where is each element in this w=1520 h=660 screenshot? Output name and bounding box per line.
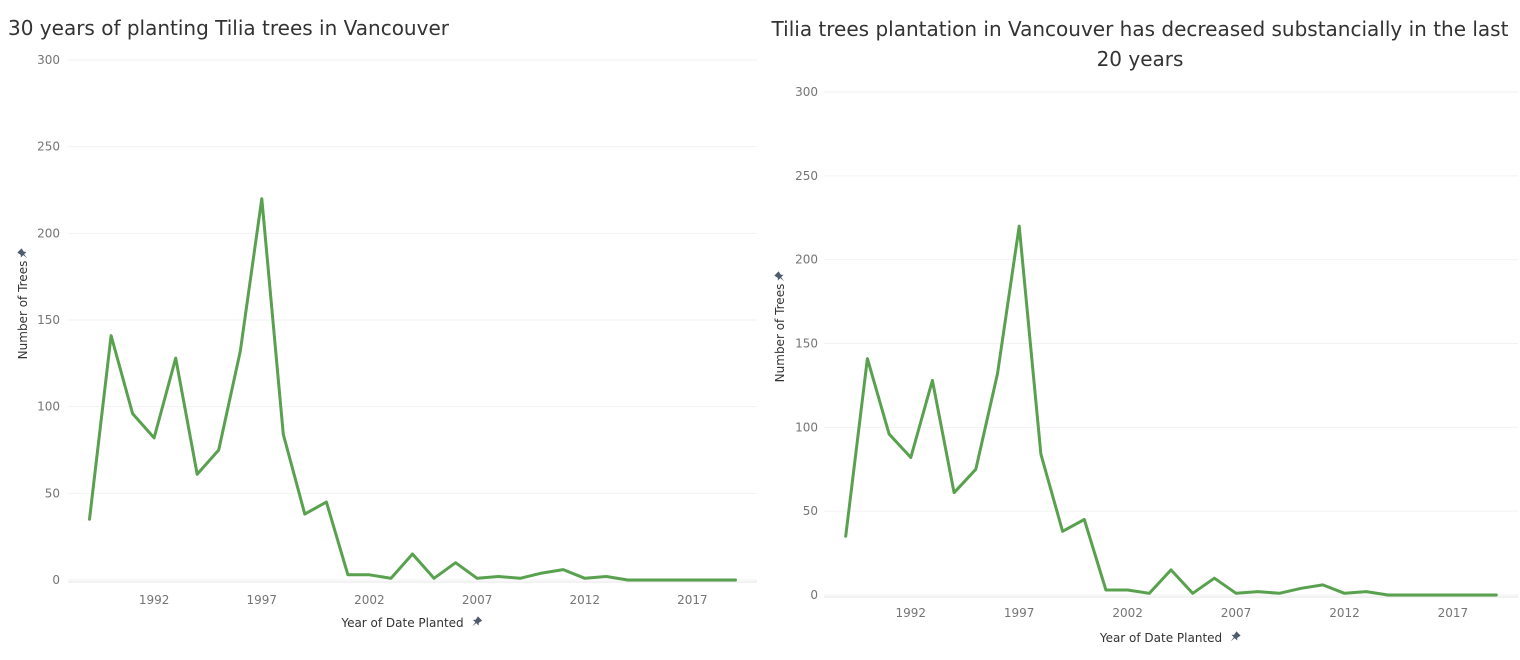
chart-panel-right: Tilia trees plantation in Vancouver has …: [760, 0, 1520, 660]
chart-panel-left: 30 years of planting Tilia trees in Vanc…: [8, 16, 757, 630]
x-tick-label: 2002: [1112, 606, 1143, 620]
x-axis-title: Year of Date Planted: [1099, 631, 1222, 645]
x-axis-title: Year of Date Planted: [340, 616, 463, 630]
y-tick-label: 150: [795, 337, 818, 351]
x-tick-label: 2017: [1438, 606, 1469, 620]
y-tick-label: 300: [795, 85, 818, 99]
y-tick-label: 0: [52, 573, 60, 587]
x-tick-label: 2012: [569, 593, 600, 607]
x-tick-label: 2012: [1329, 606, 1360, 620]
x-tick-label: 1992: [139, 593, 170, 607]
pin-icon: [1230, 631, 1241, 642]
data-points: [89, 198, 736, 581]
y-tick-label: 100: [795, 420, 818, 434]
pin-icon: [472, 616, 483, 627]
x-tick-label: 1997: [247, 593, 278, 607]
y-tick-label: 50: [803, 504, 818, 518]
pin-icon: [17, 248, 28, 259]
x-tick-labels: 1992 1997 2002 2007 2012 2017: [895, 606, 1468, 620]
x-tick-label: 1997: [1004, 606, 1035, 620]
x-tick-label: 2017: [677, 593, 708, 607]
data-points: [845, 226, 1497, 596]
x-tick-label: 2007: [462, 593, 493, 607]
gridlines: [68, 59, 757, 581]
x-tick-labels: 1992 1997 2002 2007 2012 2017: [139, 593, 708, 607]
y-tick-label: 200: [37, 226, 60, 240]
y-tick-labels: 0 50 100 150 200 250 300: [37, 53, 60, 587]
y-tick-label: 50: [45, 486, 60, 500]
y-tick-label: 150: [37, 313, 60, 327]
y-tick-label: 0: [810, 588, 818, 602]
x-tick-label: 2002: [354, 593, 385, 607]
y-tick-label: 250: [37, 140, 60, 154]
y-axis-title: Number of Trees: [16, 261, 30, 360]
chart-title: 30 years of planting Tilia trees in Vanc…: [8, 16, 449, 40]
series-line: [88, 197, 737, 582]
y-tick-label: 250: [795, 169, 818, 183]
y-axis-title: Number of Trees: [773, 284, 787, 383]
chart-title: Tilia trees plantation in Vancouver has …: [771, 17, 1509, 71]
line-chart: 0 50 100 150 200 250 300 1992 1997 2002 2007 2012 20…: [773, 85, 1518, 645]
line-chart: 0 50 100 150 200 250 300 1992 1997 2002 2007 2012 20…: [16, 53, 757, 630]
y-tick-labels: 0 50 100 150 200 250 300: [795, 85, 818, 602]
y-tick-label: 300: [37, 53, 60, 67]
y-tick-label: 200: [795, 253, 818, 267]
x-tick-label: 2007: [1221, 606, 1252, 620]
pin-icon: [774, 271, 785, 282]
y-tick-label: 100: [37, 400, 60, 414]
series-line: [844, 224, 1498, 597]
gridlines: [824, 91, 1518, 596]
x-tick-label: 1992: [895, 606, 926, 620]
